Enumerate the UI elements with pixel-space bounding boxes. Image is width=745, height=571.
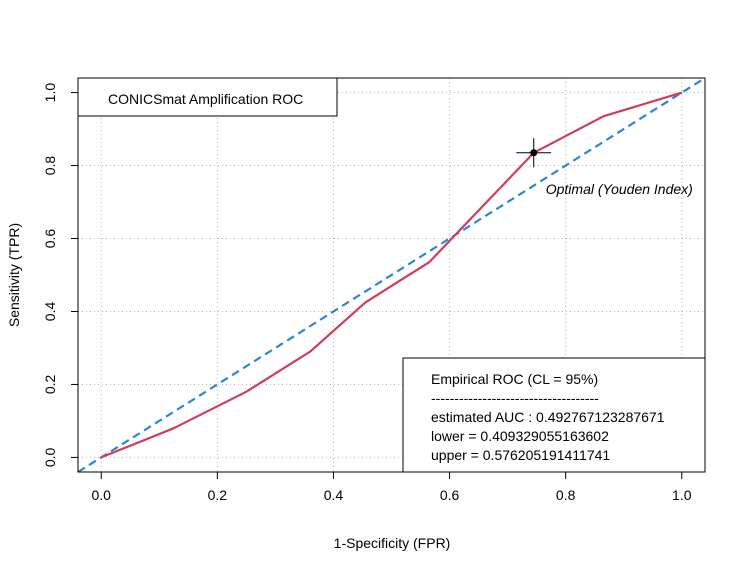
stats-legend-frame (402, 357, 706, 473)
x-axis: 0.0 0.2 0.4 0.6 0.8 1.0 (91, 471, 692, 503)
y-tick-label: 0.6 (42, 229, 58, 249)
stats-legend-box: Empirical ROC (CL = 95%) ---------------… (402, 357, 706, 473)
optimal-point-marker (530, 149, 538, 157)
x-tick-label: 0.8 (556, 487, 576, 503)
y-tick-label: 1.0 (42, 83, 58, 103)
stats-line-auc: estimated AUC : 0.492767123287671 (431, 409, 665, 425)
reference-diagonal-line (78, 78, 705, 472)
y-axis: 0.0 0.2 0.4 0.6 0.8 1.0 (42, 83, 79, 467)
stats-line-ci-level: Empirical ROC (CL = 95%) (431, 371, 598, 387)
x-tick-label: 0.2 (208, 487, 228, 503)
legend-title-text: CONICSmat Amplification ROC (108, 91, 303, 107)
x-tick-label: 1.0 (672, 487, 692, 503)
x-tick-label: 0.4 (324, 487, 344, 503)
roc-curve-line (100, 91, 683, 459)
x-axis-label: 1-Specificity (FPR) (334, 535, 451, 551)
y-axis-label: Sensitivity (TPR) (6, 223, 22, 327)
stats-line-lower: lower = 0.409329055163602 (431, 428, 609, 444)
roc-curve-group (100, 91, 683, 459)
optimal-point-group (516, 138, 552, 168)
stats-line-separator: ------------------------------------ (431, 390, 599, 406)
x-tick-label: 0.6 (440, 487, 460, 503)
stats-line-upper: upper = 0.576205191411741 (431, 447, 610, 463)
y-tick-label: 0.2 (42, 375, 58, 395)
y-tick-label: 0.0 (42, 447, 58, 467)
y-tick-label: 0.8 (42, 156, 58, 176)
optimal-point-label: Optimal (Youden Index) (546, 181, 693, 197)
y-tick-label: 0.4 (42, 302, 58, 322)
x-tick-label: 0.0 (91, 487, 111, 503)
legend-title-box: CONICSmat Amplification ROC (77, 77, 338, 117)
